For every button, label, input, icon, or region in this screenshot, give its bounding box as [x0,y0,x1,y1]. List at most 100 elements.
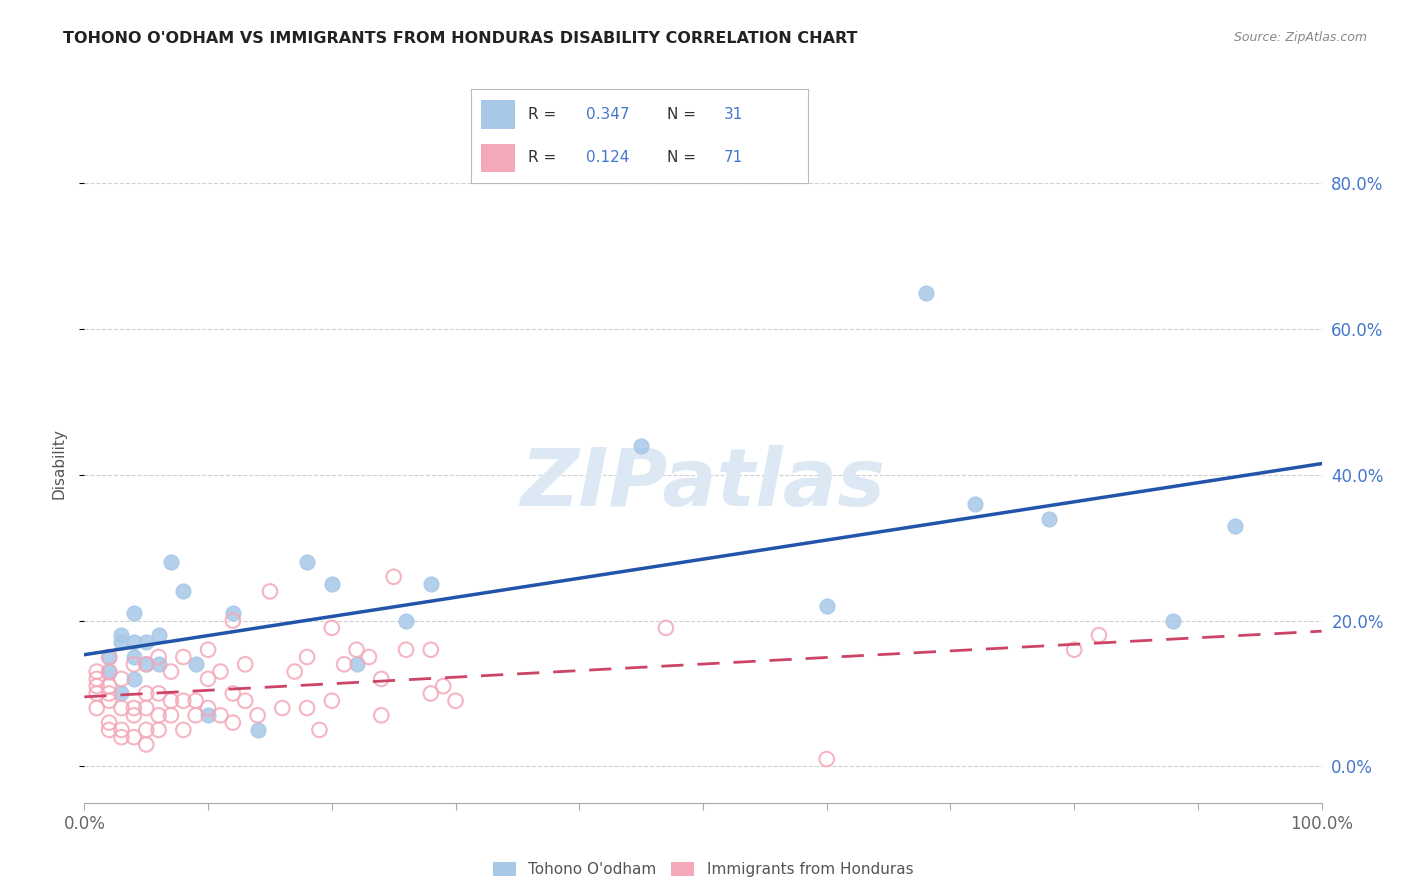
Point [222,686,245,700]
Point [148,650,170,665]
Point [160,694,183,708]
Legend: Tohono O'odham, Immigrants from Honduras: Tohono O'odham, Immigrants from Honduras [486,856,920,883]
Point [184,694,207,708]
Point [382,570,405,584]
Point [135,635,157,649]
Point [357,650,380,665]
Point [295,650,318,665]
Point [965,497,987,511]
Point [98,650,121,665]
Text: 71: 71 [724,150,744,165]
Point [444,694,467,708]
Point [1223,518,1246,533]
Point [98,665,121,679]
Point [86,686,108,700]
Point [233,694,256,708]
Point [98,723,121,737]
Point [321,577,343,591]
Point [246,708,269,723]
Point [1038,511,1060,525]
Point [395,614,418,628]
Point [86,665,108,679]
Point [135,738,157,752]
Point [110,635,132,649]
Point [172,694,194,708]
Point [172,584,194,599]
Text: TOHONO O'ODHAM VS IMMIGRANTS FROM HONDURAS DISABILITY CORRELATION CHART: TOHONO O'ODHAM VS IMMIGRANTS FROM HONDUR… [63,31,858,46]
Point [271,701,294,715]
Point [122,607,145,621]
Point [122,701,145,715]
Text: ZIPatlas: ZIPatlas [520,445,886,524]
Point [148,723,170,737]
Point [86,701,108,715]
Point [172,723,194,737]
Text: 0.124: 0.124 [586,150,628,165]
Point [135,657,157,672]
Point [321,694,343,708]
Point [148,686,170,700]
Point [160,708,183,723]
Point [135,686,157,700]
Point [86,672,108,686]
Point [122,650,145,665]
Point [630,439,652,453]
Point [122,657,145,672]
Point [98,650,121,665]
Text: R =: R = [529,107,561,122]
Point [1161,614,1184,628]
Text: N =: N = [666,150,700,165]
Point [370,672,392,686]
Point [135,723,157,737]
Point [295,701,318,715]
Point [172,650,194,665]
Point [110,628,132,642]
Point [333,657,356,672]
Point [370,708,392,723]
Point [122,708,145,723]
Point [122,730,145,744]
Point [184,708,207,723]
Point [246,723,269,737]
Point [222,614,245,628]
Bar [481,144,515,171]
Point [98,679,121,693]
Point [184,657,207,672]
Point [197,701,219,715]
Point [395,642,418,657]
Y-axis label: Disability: Disability [51,428,66,500]
Point [432,679,454,693]
Point [148,708,170,723]
Point [419,686,441,700]
Point [233,657,256,672]
Point [110,686,132,700]
Point [122,635,145,649]
Point [98,665,121,679]
Point [1088,628,1111,642]
Point [148,657,170,672]
Point [346,657,368,672]
Point [419,577,441,591]
Point [209,708,232,723]
Point [419,642,441,657]
Point [295,555,318,569]
Point [160,665,183,679]
Point [86,679,108,693]
Point [655,621,678,635]
Point [284,665,307,679]
Point [135,701,157,715]
Point [110,730,132,744]
Point [222,607,245,621]
Point [110,701,132,715]
Text: Source: ZipAtlas.com: Source: ZipAtlas.com [1233,31,1367,45]
Text: R =: R = [529,150,561,165]
Point [98,694,121,708]
Point [308,723,330,737]
Text: 0.347: 0.347 [586,107,630,122]
Bar [481,101,515,128]
Point [197,672,219,686]
Point [122,672,145,686]
Point [197,708,219,723]
Point [346,642,368,657]
Point [98,686,121,700]
